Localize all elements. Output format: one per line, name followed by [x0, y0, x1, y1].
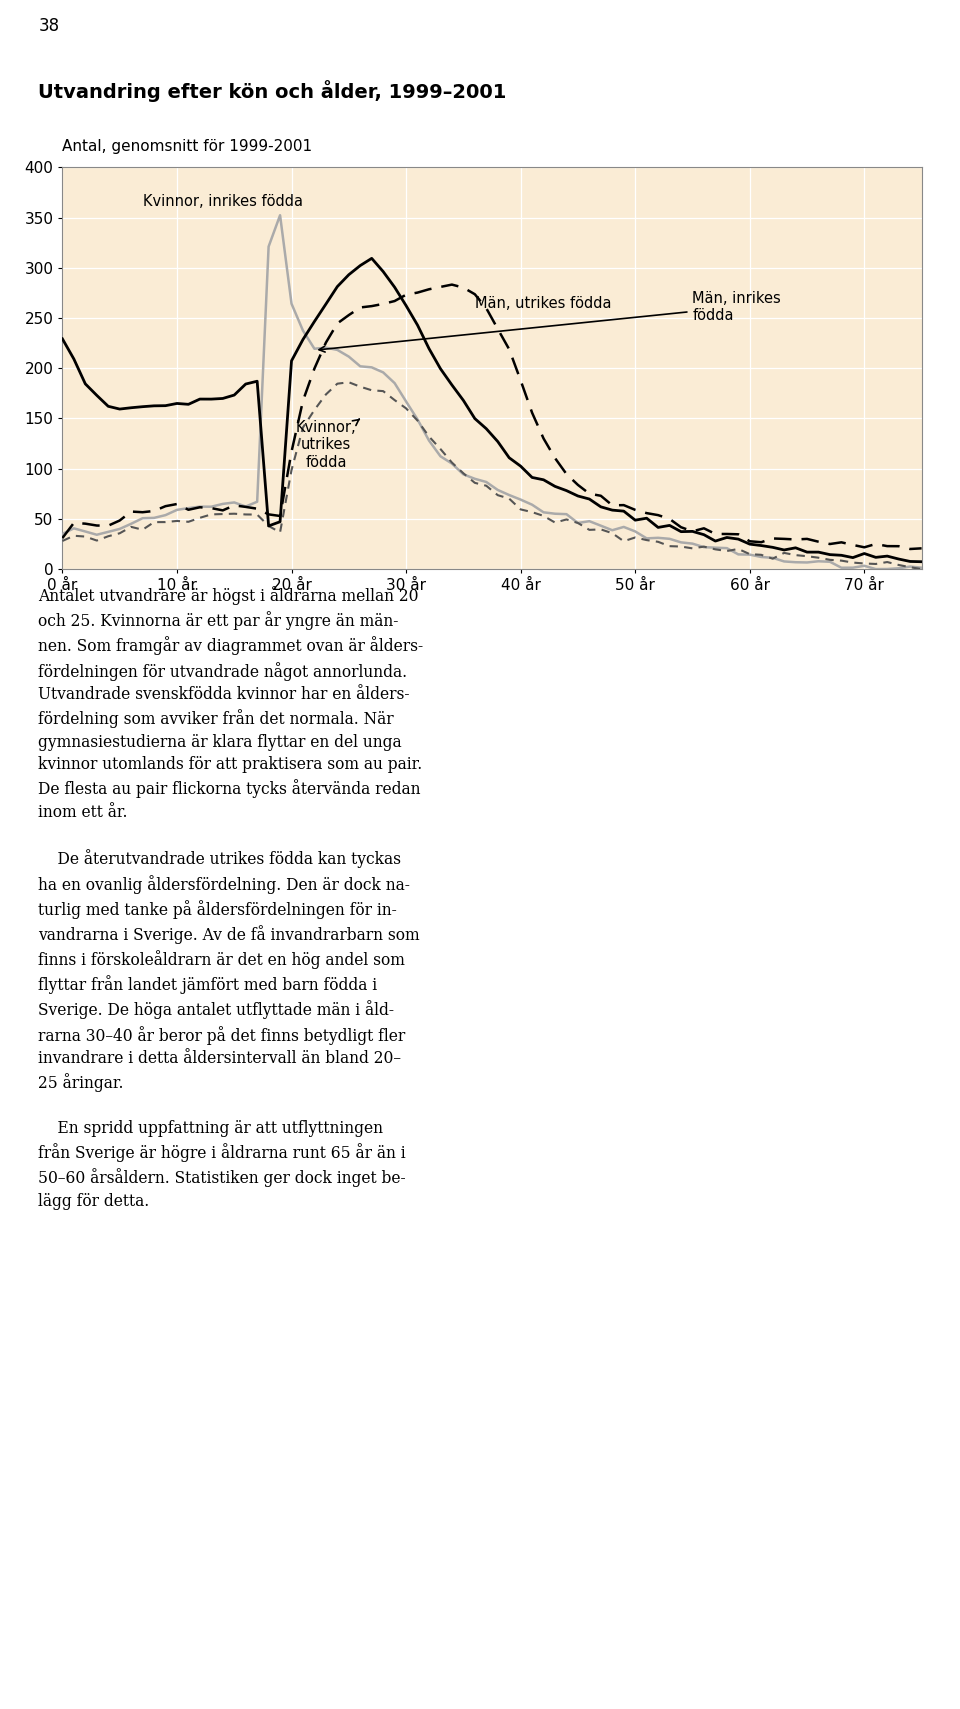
Text: Antalet utvandrare är högst i åldrarna mellan 20
och 25. Kvinnorna är ett par år: Antalet utvandrare är högst i åldrarna m… — [38, 586, 423, 1210]
Text: Kvinnor,
utrikes
födda: Kvinnor, utrikes födda — [296, 419, 359, 470]
Text: Män, inrikes
födda: Män, inrikes födda — [319, 291, 781, 352]
Text: Utvandring efter kön och ålder, 1999–2001: Utvandring efter kön och ålder, 1999–200… — [38, 80, 507, 103]
Text: Män, utrikes födda: Män, utrikes födda — [475, 296, 612, 311]
Text: Kvinnor, inrikes födda: Kvinnor, inrikes födda — [143, 193, 302, 208]
Text: Antal, genomsnitt för 1999-2001: Antal, genomsnitt för 1999-2001 — [62, 138, 313, 154]
Text: 38: 38 — [38, 17, 60, 36]
